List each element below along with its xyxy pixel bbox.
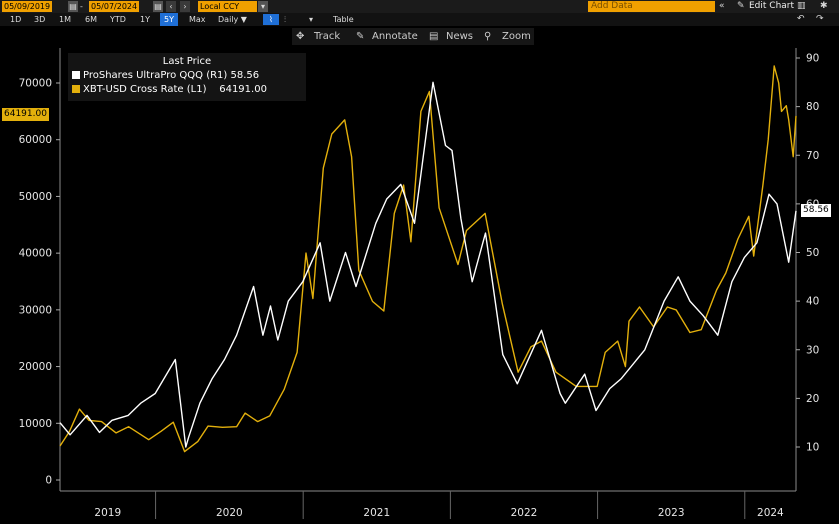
edit-chart-button[interactable]: Edit Chart xyxy=(749,1,795,11)
arrow-right-icon[interactable]: › xyxy=(180,1,190,12)
legend-swatch xyxy=(72,71,80,79)
x-tick-label: 2019 xyxy=(94,507,121,519)
period-ytd[interactable]: YTD xyxy=(110,15,126,24)
x-tick-label: 2021 xyxy=(363,507,390,519)
left-tick-label: 50000 xyxy=(19,191,52,203)
period-1d[interactable]: 1D xyxy=(10,15,22,24)
right-price-tag: 58.56 xyxy=(801,204,831,217)
dropdown-icon[interactable]: ▾ xyxy=(258,1,268,12)
left-tick-label: 0 xyxy=(45,475,52,487)
calendar-icon[interactable]: ▤ xyxy=(68,1,78,12)
calendar-icon[interactable]: ▤ xyxy=(153,1,163,12)
left-tick-label: 30000 xyxy=(19,304,52,316)
settings-icon[interactable]: ✱ xyxy=(820,1,828,11)
left-tick-label: 10000 xyxy=(19,418,52,430)
search-icon[interactable]: ⚲ xyxy=(484,31,492,42)
pencil-icon[interactable]: ✎ xyxy=(737,1,745,11)
period-3d[interactable]: 3D xyxy=(34,15,46,24)
left-tick-label: 40000 xyxy=(19,248,52,260)
legend-label: ProShares UltraPro QQQ (R1) xyxy=(83,70,228,81)
collapse-icon[interactable]: « xyxy=(719,1,725,11)
right-tick-label: 40 xyxy=(806,296,819,308)
date-separator: - xyxy=(80,2,83,11)
top-toolbar: 05/09/2019 ▤ - 05/07/2024 ▤ ‹ › Local CC… xyxy=(0,0,839,13)
right-tick-label: 20 xyxy=(806,393,819,405)
series-line-tqqq xyxy=(59,81,797,448)
x-tick-label: 2024 xyxy=(757,507,784,519)
arrow-left-icon[interactable]: ‹ xyxy=(166,1,176,12)
right-tick-label: 50 xyxy=(806,247,819,259)
end-date-input[interactable]: 05/07/2024 xyxy=(89,1,140,12)
zoom-button[interactable]: Zoom xyxy=(502,31,531,42)
redo-icon[interactable]: ↷ xyxy=(816,14,824,24)
legend-title: Last Price xyxy=(162,56,212,67)
right-tick-label: 30 xyxy=(806,344,819,356)
right-tick-label: 80 xyxy=(806,101,819,113)
x-tick-label: 2022 xyxy=(511,507,538,519)
period-1m[interactable]: 1M xyxy=(59,15,71,24)
bar-chart-icon[interactable]: ⫶ xyxy=(284,15,286,24)
start-date-input[interactable]: 05/09/2019 xyxy=(2,1,53,12)
track-icon[interactable]: ✥ xyxy=(296,31,305,42)
period-5y[interactable]: 5Y xyxy=(160,13,178,26)
legend-item-tqqq[interactable]: ProShares UltraPro QQQ (R1) 58.56 xyxy=(68,69,306,83)
track-button[interactable]: Track xyxy=(314,31,341,42)
frequency-select[interactable]: Daily ▼ xyxy=(218,15,247,24)
right-tick-label: 70 xyxy=(806,150,819,162)
news-button[interactable]: News xyxy=(446,31,474,42)
annotate-button[interactable]: Annotate xyxy=(372,31,418,42)
left-price-tag: 64191.00 xyxy=(2,108,49,121)
left-tick-label: 70000 xyxy=(19,78,52,90)
right-tick-label: 90 xyxy=(806,53,819,65)
left-tick-label: 60000 xyxy=(19,134,52,146)
dropdown-icon[interactable]: ▾ xyxy=(309,15,314,24)
period-1y[interactable]: 1Y xyxy=(140,15,150,24)
legend-value: 58.56 xyxy=(230,70,260,81)
undo-icon[interactable]: ↶ xyxy=(797,14,805,24)
annotate-icon[interactable]: ✎ xyxy=(356,31,365,42)
line-chart-icon[interactable]: ⌇ xyxy=(263,14,279,25)
currency-select[interactable]: Local CCY xyxy=(198,1,257,12)
right-tick-label: 10 xyxy=(806,442,819,454)
news-icon[interactable]: ▤ xyxy=(429,31,439,42)
chart-legend: Last Price ProShares UltraPro QQQ (R1) 5… xyxy=(68,53,306,101)
legend-item-xbt[interactable]: XBT-USD Cross Rate (L1) 64191.00 xyxy=(68,83,306,97)
period-toolbar: 1D 3D 1M 6M YTD 1Y 5Y Max Daily ▼ ⌇ ⫶ ▾ … xyxy=(0,13,839,26)
chart-tools-bar: ✥ Track ✎ Annotate ▤ News ⚲ Zoom xyxy=(292,28,534,45)
x-tick-label: 2023 xyxy=(658,507,685,519)
bar-chart-icon[interactable]: ▥ xyxy=(797,1,806,11)
period-max[interactable]: Max xyxy=(189,15,206,24)
add-data-input[interactable]: Add Data xyxy=(588,1,715,12)
left-tick-label: 20000 xyxy=(19,361,52,373)
period-6m[interactable]: 6M xyxy=(85,15,97,24)
legend-label: XBT-USD Cross Rate (L1) xyxy=(83,84,207,95)
table-button[interactable]: Table xyxy=(333,15,354,24)
x-tick-label: 2020 xyxy=(216,507,243,519)
series-line-xbt-usd xyxy=(59,65,797,453)
legend-swatch xyxy=(72,85,80,93)
legend-value: 64191.00 xyxy=(219,84,267,95)
